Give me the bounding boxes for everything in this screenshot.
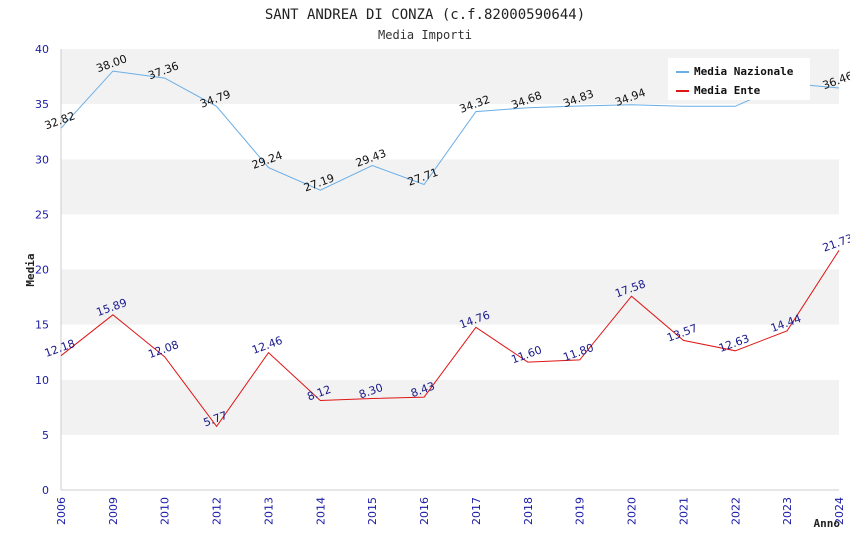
x-axis-label: Anno xyxy=(814,517,841,530)
y-tick-label: 15 xyxy=(35,319,49,332)
y-tick-label: 0 xyxy=(42,484,49,497)
y-axis-label: Media xyxy=(24,253,37,286)
x-tick-label: 2022 xyxy=(729,497,742,525)
y-tick-label: 35 xyxy=(35,98,49,111)
y-tick-label: 30 xyxy=(35,153,49,166)
legend-label-media-nazionale: Media Nazionale xyxy=(694,65,794,78)
x-tick-label: 2016 xyxy=(418,497,431,525)
y-tick-label: 25 xyxy=(35,208,49,221)
x-tick-label: 2024 xyxy=(833,497,846,525)
grid-bands xyxy=(60,49,839,491)
grid-band xyxy=(61,159,839,215)
chart-subtitle: Media Importi xyxy=(378,28,472,42)
y-tick-label: 20 xyxy=(35,264,49,277)
x-tick-label: 2019 xyxy=(574,497,587,525)
x-tick-label: 2010 xyxy=(159,497,172,525)
x-tick-label: 2014 xyxy=(314,497,327,525)
series-line xyxy=(60,70,840,191)
x-tick-label: 2023 xyxy=(781,497,794,525)
grid-band xyxy=(61,214,839,270)
x-tick-label: 2013 xyxy=(262,497,275,525)
grid-band xyxy=(61,104,839,160)
x-tick-label: 2021 xyxy=(677,497,690,525)
x-tick-label: 2009 xyxy=(107,497,120,525)
legend-box xyxy=(668,58,810,100)
x-axis-ticks: 2006 2009 2010 2012 2013 2014 2015 2016 2017 2018… xyxy=(55,497,846,525)
legend: Media Nazionale Media Ente xyxy=(668,58,810,100)
y-axis-ticks: 0 5 10 15 20 25 30 35 40 xyxy=(35,43,49,497)
grid-band xyxy=(61,324,839,380)
x-tick-label: 2017 xyxy=(470,497,483,525)
x-tick-label: 2020 xyxy=(626,497,639,525)
x-tick-label: 2015 xyxy=(366,497,379,525)
legend-label-media-ente: Media Ente xyxy=(694,84,761,97)
x-tick-label: 2012 xyxy=(211,497,224,525)
y-tick-label: 40 xyxy=(35,43,49,56)
grid-band xyxy=(61,434,839,490)
grid-band xyxy=(61,379,839,435)
series-lines xyxy=(60,70,840,428)
x-tick-label: 2018 xyxy=(522,497,535,525)
y-tick-label: 5 xyxy=(42,429,49,442)
y-tick-label: 10 xyxy=(35,374,49,387)
chart-title: SANT ANDREA DI CONZA (c.f.82000590644) xyxy=(265,7,585,23)
series-line xyxy=(60,250,840,428)
x-tick-label: 2006 xyxy=(55,497,68,525)
grid-band xyxy=(61,269,839,325)
